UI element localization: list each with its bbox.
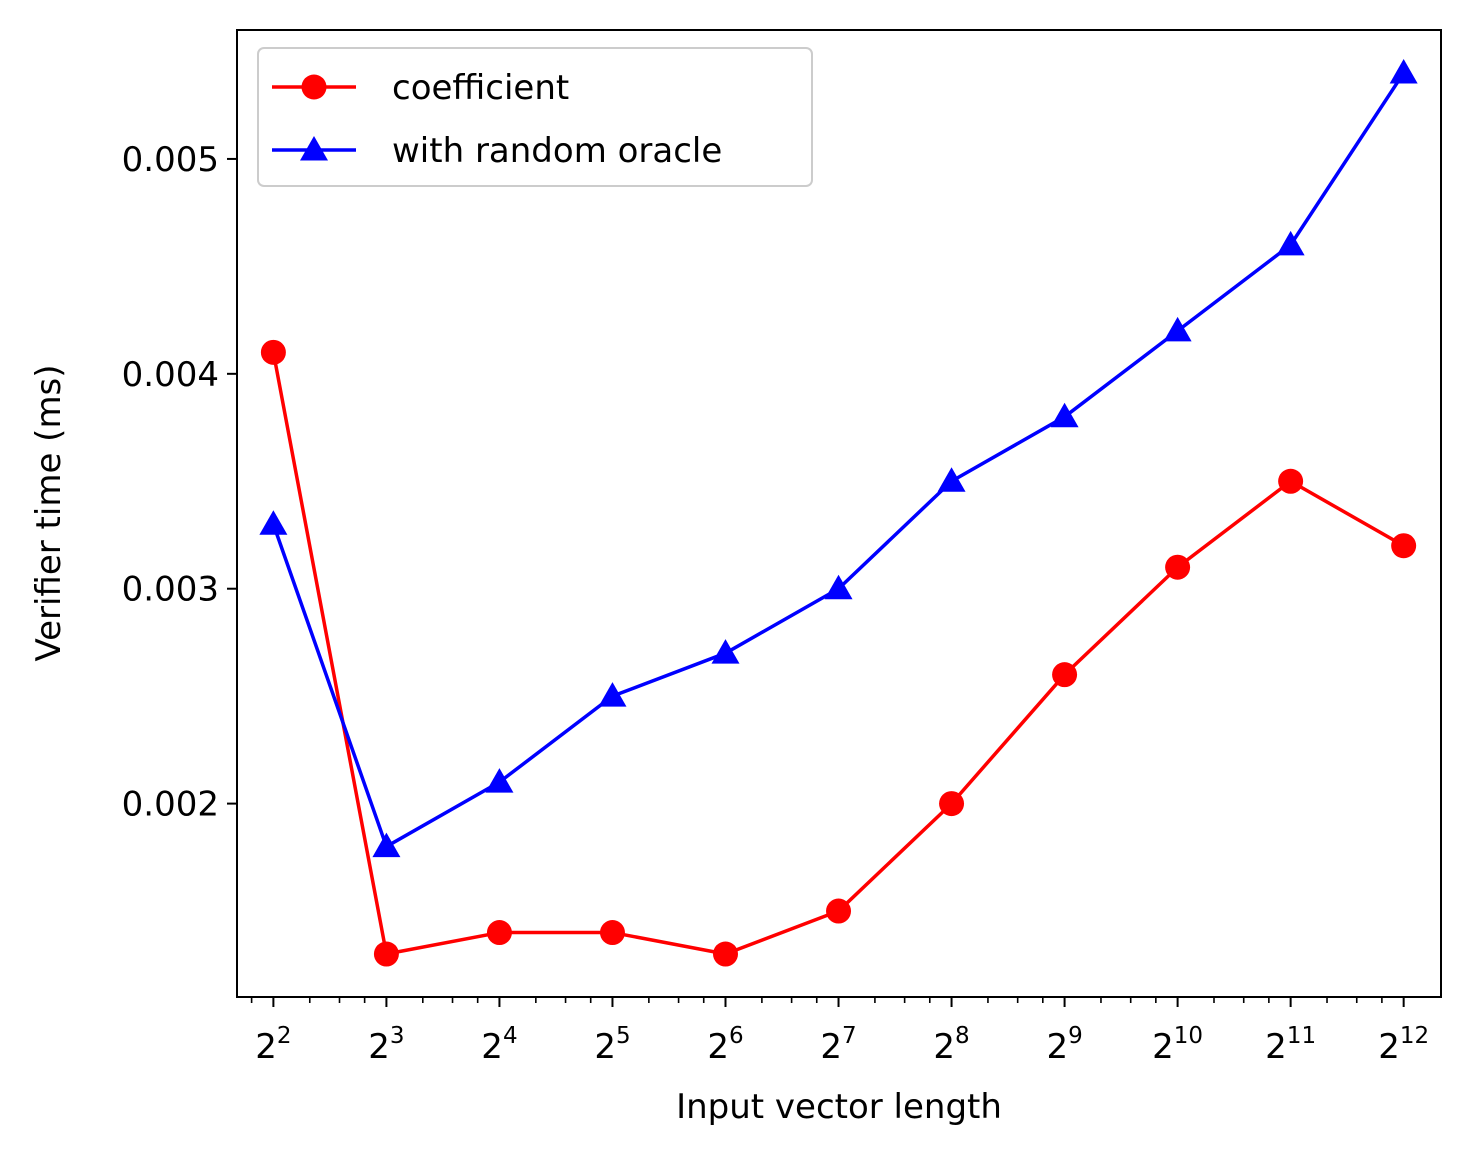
plot-background: [237, 30, 1441, 997]
legend-label: with random oracle: [392, 131, 722, 171]
y-axis-label: Verifier time (ms): [29, 364, 69, 661]
series-with-random-oracle: [259, 58, 1418, 858]
data-point: [373, 941, 399, 967]
data-point: [1165, 554, 1191, 580]
y-tick-label: 0.003: [122, 570, 219, 610]
x-tick-label: 211: [1265, 1023, 1316, 1067]
y-tick-label: 0.004: [122, 355, 219, 395]
x-tick-label: 27: [820, 1023, 856, 1067]
x-tick-label: 25: [594, 1023, 630, 1067]
data-point: [711, 639, 740, 664]
data-point: [486, 920, 512, 946]
plot-frame: [236, 29, 1442, 998]
y-tick-label: 0.005: [122, 140, 219, 180]
data-point: [937, 467, 966, 492]
x-tick-label: 28: [933, 1023, 969, 1067]
legend: coefficient with random oracle: [257, 47, 813, 187]
data-point: [1276, 230, 1305, 256]
data-point: [260, 339, 286, 365]
legend-marker: [300, 136, 328, 161]
data-point: [1163, 316, 1192, 342]
x-tick-label: 210: [1152, 1023, 1203, 1067]
series-coefficient: [260, 339, 1417, 967]
data-point: [1050, 402, 1079, 428]
data-point: [259, 510, 288, 535]
data-point: [1052, 662, 1078, 688]
x-tick-label: 24: [481, 1023, 517, 1067]
series-layer: [259, 58, 1418, 967]
data-point: [826, 898, 852, 924]
data-point: [712, 941, 738, 967]
data-point: [939, 791, 965, 817]
x-tick-label: 29: [1046, 1023, 1082, 1067]
axis-layer: 22 23 24 25 26 27 28 29 210 211 212 0.002 0.003 0.004…: [122, 140, 1429, 1067]
data-point: [599, 920, 625, 946]
x-tick-label: 22: [255, 1023, 291, 1067]
x-tick-label: 23: [368, 1023, 404, 1067]
data-point: [824, 574, 853, 600]
data-point: [1389, 58, 1418, 84]
x-tick-label: 212: [1378, 1023, 1429, 1067]
data-point: [372, 832, 401, 858]
x-axis-label: Input vector length: [676, 1087, 1002, 1127]
y-tick-label: 0.002: [122, 785, 219, 825]
legend-box: [257, 47, 813, 187]
legend-label: coefficient: [392, 68, 569, 108]
data-point: [1278, 468, 1304, 494]
legend-marker: [301, 74, 327, 100]
data-point: [598, 682, 627, 707]
x-tick-label: 26: [707, 1023, 743, 1067]
data-point: [1391, 533, 1417, 559]
data-point: [485, 768, 514, 793]
